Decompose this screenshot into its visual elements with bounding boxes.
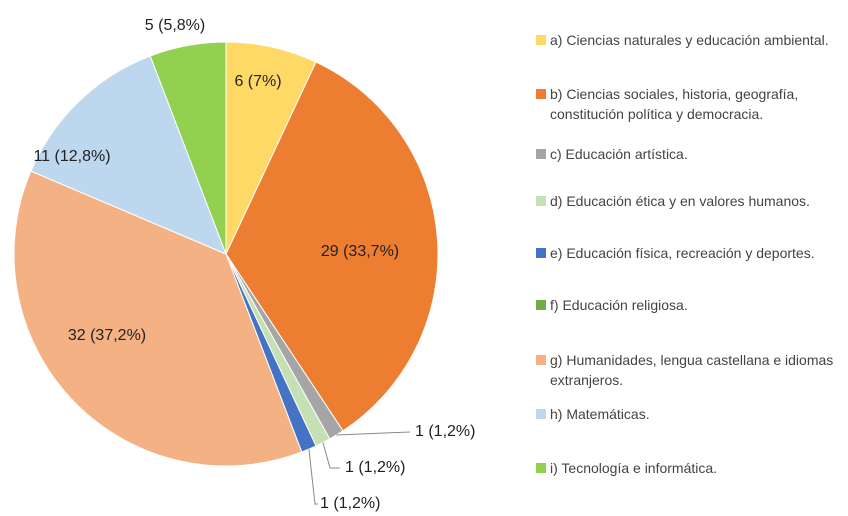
legend-item: i) Tecnología e informática. <box>536 458 836 478</box>
legend-label: h) Matemáticas. <box>550 406 650 422</box>
legend-label: a) Ciencias naturales y educación ambien… <box>550 32 829 48</box>
legend-label: i) Tecnología e informática. <box>550 460 718 476</box>
legend-label: c) Educación artística. <box>550 146 688 162</box>
data-label: 5 (5,8%) <box>145 17 205 34</box>
legend-item: g) Humanidades, lengua castellana e idio… <box>536 350 836 390</box>
legend-label: f) Educación religiosa. <box>550 297 688 313</box>
legend-item: a) Ciencias naturales y educación ambien… <box>536 30 836 50</box>
legend-swatch <box>536 196 546 206</box>
legend-swatch <box>536 355 546 365</box>
legend-swatch <box>536 300 546 310</box>
legend-label: d) Educación ética y en valores humanos. <box>550 193 810 209</box>
legend-label: e) Educación física, recreación y deport… <box>550 245 815 261</box>
legend-item: e) Educación física, recreación y deport… <box>536 243 836 263</box>
legend-swatch <box>536 409 546 419</box>
pie-slice <box>30 55 227 255</box>
legend-swatch <box>536 89 546 99</box>
leader-line <box>336 431 411 436</box>
data-label: 1 (1,2%) <box>415 423 475 440</box>
legend-item: c) Educación artística. <box>536 144 836 164</box>
legend-swatch <box>536 35 546 45</box>
legend-item: d) Educación ética y en valores humanos. <box>536 191 836 211</box>
leader-line <box>308 449 318 505</box>
data-label: 32 (37,2%) <box>68 327 146 344</box>
pie-slice <box>149 41 227 255</box>
data-label: 11 (12,8%) <box>33 148 110 165</box>
data-label: 1 (1,2%) <box>320 495 380 512</box>
data-label: 6 (7%) <box>234 73 281 90</box>
leader-line <box>322 442 340 469</box>
data-label: 29 (33,7%) <box>321 243 399 260</box>
legend-swatch <box>536 463 546 473</box>
legend-swatch <box>536 149 546 159</box>
legend-swatch <box>536 248 546 258</box>
data-label: 1 (1,2%) <box>345 459 405 476</box>
pie-slice <box>225 61 439 432</box>
legend-item: b) Ciencias sociales, historia, geografí… <box>536 84 836 124</box>
pie-slice <box>13 170 303 467</box>
legend-label: b) Ciencias sociales, historia, geografí… <box>550 86 799 122</box>
legend-label: g) Humanidades, lengua castellana e idio… <box>550 352 834 388</box>
legend-item: h) Matemáticas. <box>536 404 836 424</box>
legend-item: f) Educación religiosa. <box>536 295 836 315</box>
